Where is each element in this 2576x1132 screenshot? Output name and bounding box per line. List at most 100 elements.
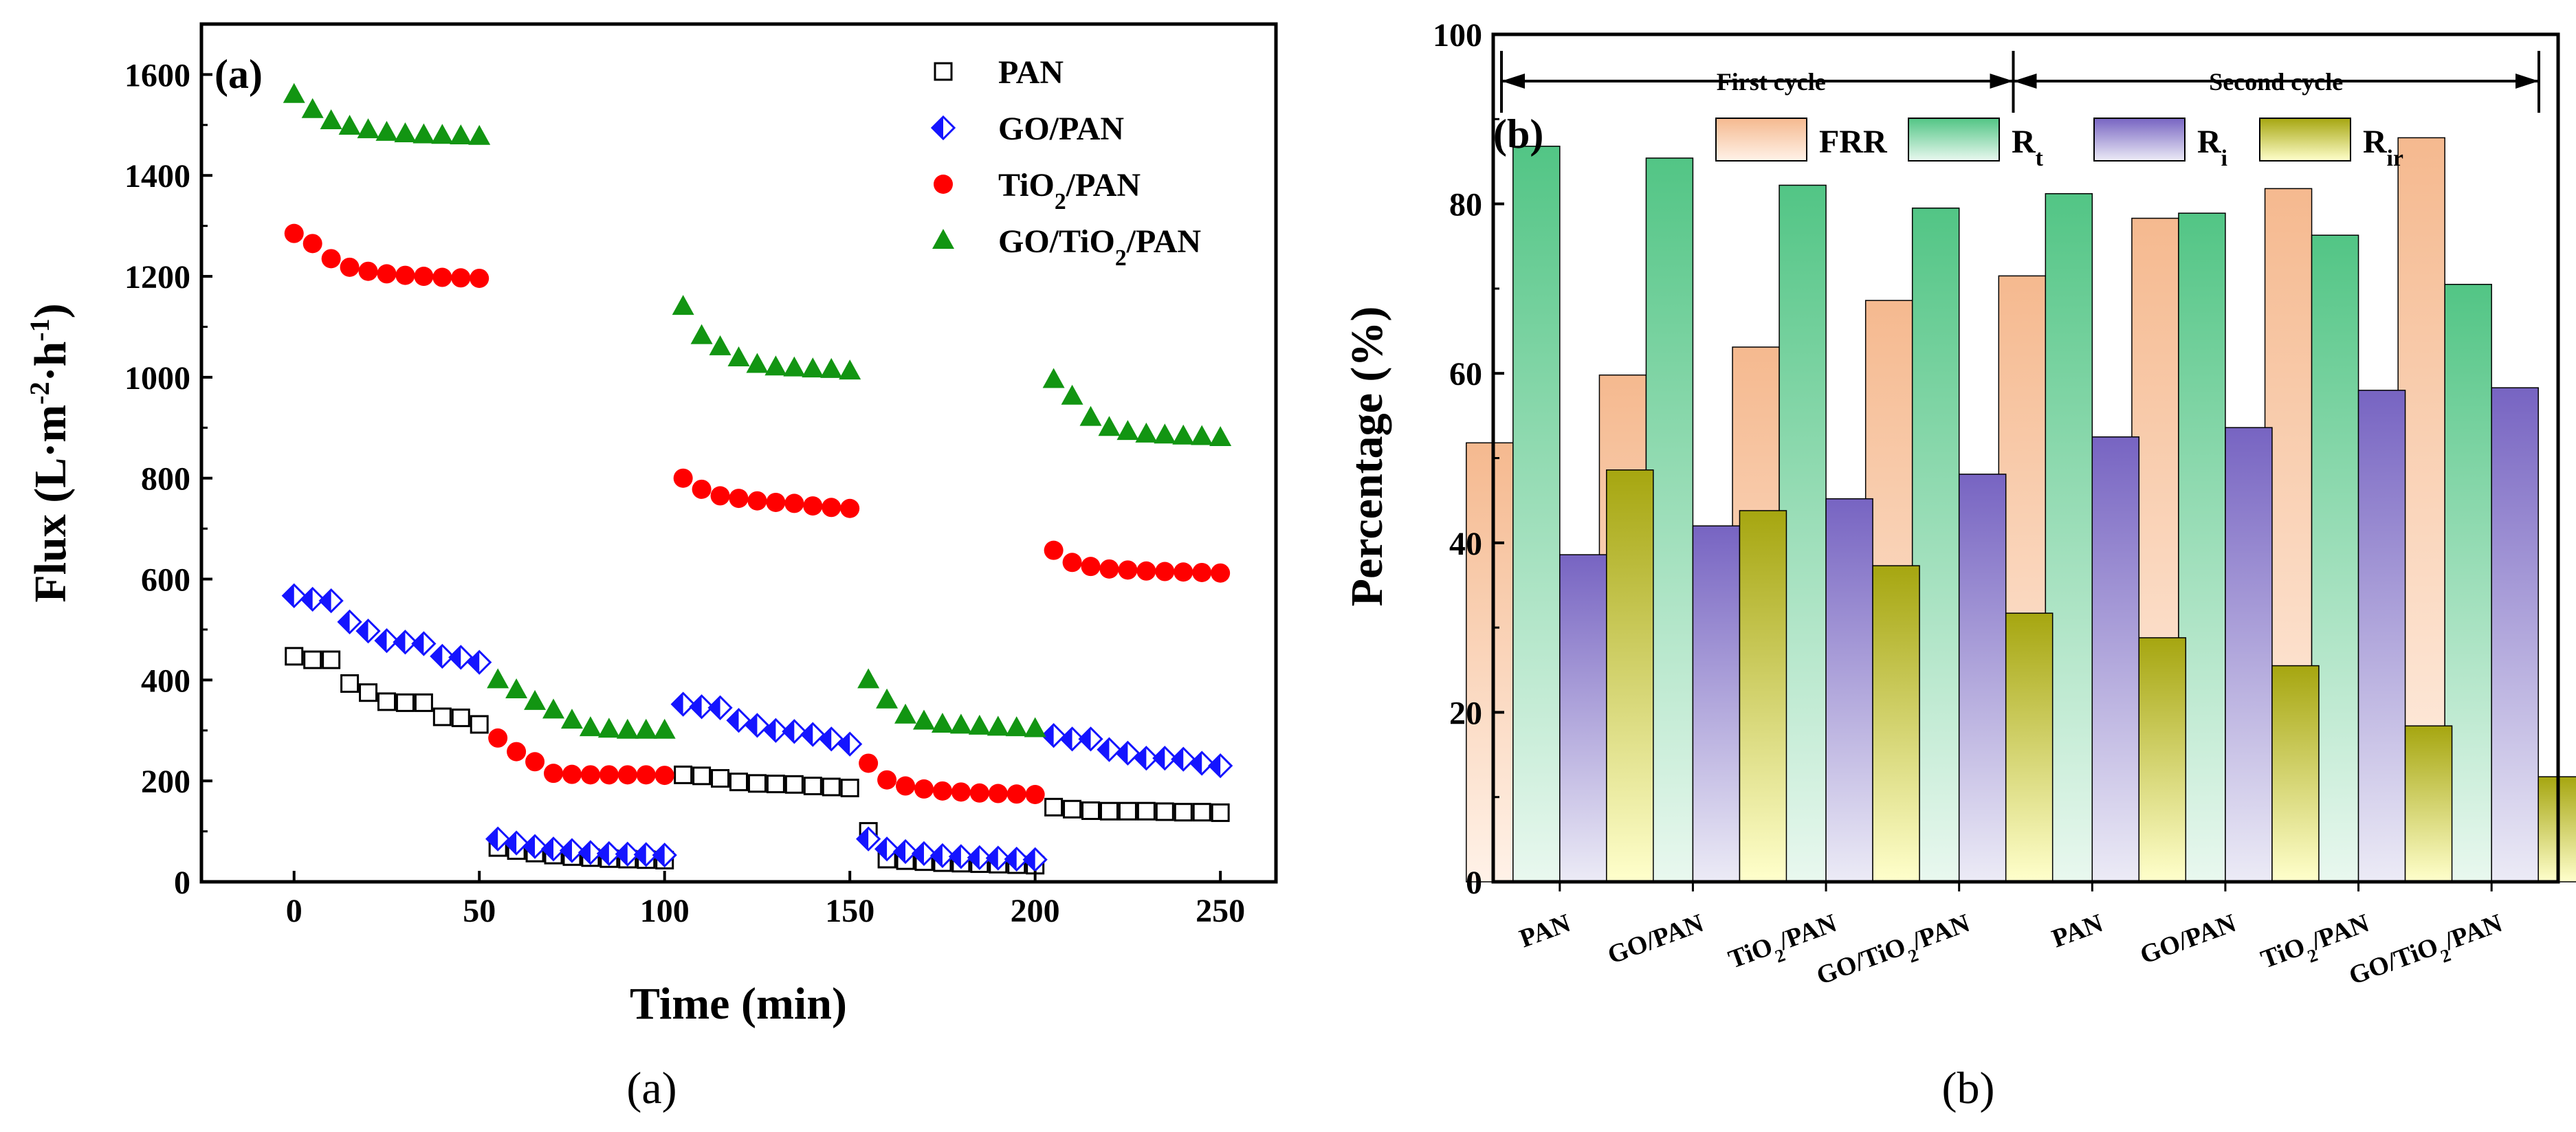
- point-go-pan: [411, 631, 437, 656]
- point-go-pan: [337, 609, 362, 635]
- point-go-tio2-pan: [968, 714, 991, 735]
- point-go-pan: [633, 842, 659, 867]
- arrow-right: [2516, 74, 2539, 89]
- point-tio2-pan: [636, 765, 656, 785]
- point-go-pan: [819, 726, 844, 752]
- arrow-right: [1990, 74, 2014, 89]
- bar-rt: [2444, 283, 2492, 883]
- point-go-pan: [1115, 740, 1141, 766]
- bar-rir: [1606, 469, 1654, 883]
- bar-rt: [1512, 146, 1561, 883]
- point-go-pan: [374, 628, 399, 654]
- x-category-label: GO/TiO2/PAN: [1813, 909, 1977, 999]
- point-go-pan: [355, 619, 381, 644]
- series-tio2-pan: [284, 223, 1231, 804]
- point-go-tio2-pan: [412, 123, 435, 144]
- point-tio2-pan: [729, 489, 749, 509]
- point-tio2-pan: [747, 491, 767, 511]
- bar-rt: [2311, 234, 2359, 883]
- legend-label: TiO2/PAN: [998, 167, 1141, 214]
- point-tio2-pan: [877, 770, 897, 790]
- legend-item-go-tio2-pan: GO/TiO2/PAN: [932, 223, 1201, 271]
- y-tick-label: 60: [1449, 356, 1482, 392]
- bar-rt: [2045, 193, 2093, 883]
- point-tio2-pan: [1136, 561, 1156, 581]
- point-go-tio2-pan: [912, 709, 935, 730]
- point-go-tio2-pan: [431, 124, 454, 144]
- legend-marker-go-tio2-pan: [932, 229, 954, 249]
- bar-rir: [2404, 725, 2453, 883]
- point-pan: [784, 775, 804, 794]
- bar-ri: [2225, 427, 2273, 883]
- point-go-tio2-pan: [1061, 384, 1083, 405]
- point-go-tio2-pan: [301, 98, 324, 118]
- point-go-tio2-pan: [1191, 425, 1213, 445]
- point-tio2-pan: [1099, 559, 1119, 579]
- legend-marker-pan: [934, 62, 953, 81]
- point-tio2-pan: [951, 782, 971, 802]
- point-pan: [303, 650, 322, 669]
- point-tio2-pan: [1118, 560, 1138, 580]
- point-go-tio2-pan: [1005, 716, 1028, 737]
- point-go-pan: [467, 650, 492, 675]
- point-go-tio2-pan: [987, 715, 1009, 736]
- point-tio2-pan: [803, 496, 823, 516]
- point-go-pan: [800, 722, 826, 747]
- point-pan: [432, 707, 452, 726]
- point-pan: [747, 774, 767, 793]
- point-go-pan: [1189, 751, 1215, 776]
- point-go-tio2-pan: [468, 124, 491, 145]
- point-go-tio2-pan: [1024, 717, 1046, 737]
- point-tio2-pan: [1025, 784, 1045, 804]
- point-tio2-pan: [562, 764, 582, 784]
- point-tio2-pan: [284, 223, 304, 243]
- point-go-pan: [1152, 746, 1178, 771]
- arrow-left: [1501, 74, 1525, 89]
- legend-swatch: [2093, 118, 2186, 162]
- point-go-tio2-pan: [764, 355, 787, 376]
- point-go-pan: [485, 826, 511, 852]
- point-tio2-pan: [766, 492, 786, 512]
- panel-a-y-axis-title: Flux (L·m-2·h-1): [24, 303, 76, 602]
- y-tick-label: 0: [174, 865, 190, 901]
- bar-rir: [2138, 637, 2187, 883]
- bar-rt: [2178, 212, 2226, 883]
- legend-item-ri: Ri: [2093, 118, 2227, 171]
- point-pan: [1211, 803, 1230, 822]
- point-tio2-pan: [1211, 563, 1231, 583]
- point-pan: [729, 773, 748, 792]
- point-tio2-pan: [1044, 540, 1064, 560]
- point-tio2-pan: [896, 776, 916, 796]
- bar-rt: [1911, 208, 1960, 883]
- point-tio2-pan: [617, 765, 637, 785]
- bar-ri: [2357, 390, 2406, 883]
- point-go-pan: [929, 843, 956, 868]
- point-pan: [322, 650, 341, 669]
- point-go-pan: [967, 845, 992, 870]
- point-go-pan: [1097, 737, 1122, 762]
- bar-series-ri: [1559, 387, 2539, 883]
- bar-rir: [1872, 565, 1920, 883]
- y-tick-label: 800: [141, 461, 190, 498]
- point-tio2-pan: [488, 728, 508, 748]
- point-go-pan: [707, 695, 733, 720]
- cycle-first-cycle: First cycle: [1500, 51, 2015, 113]
- point-go-tio2-pan: [524, 689, 547, 710]
- point-tio2-pan: [710, 486, 730, 506]
- point-pan: [1155, 802, 1174, 821]
- cycle-label: First cycle: [1717, 68, 1826, 96]
- bar-frr: [1466, 442, 1514, 883]
- point-go-pan: [503, 830, 529, 856]
- legend-marker-go-pan: [930, 115, 956, 141]
- point-go-tio2-pan: [560, 709, 583, 729]
- panel-b-label: (b): [1493, 111, 1543, 157]
- legend-item-frr: FRR: [1715, 118, 1888, 162]
- point-pan: [822, 777, 841, 797]
- bar-ri: [1692, 525, 1741, 883]
- series-go-tio2-pan: [283, 82, 1232, 739]
- point-pan: [1192, 803, 1211, 822]
- point-tio2-pan: [451, 268, 471, 288]
- series-pan: [285, 647, 1230, 875]
- legend-label: Rt: [2012, 124, 2044, 171]
